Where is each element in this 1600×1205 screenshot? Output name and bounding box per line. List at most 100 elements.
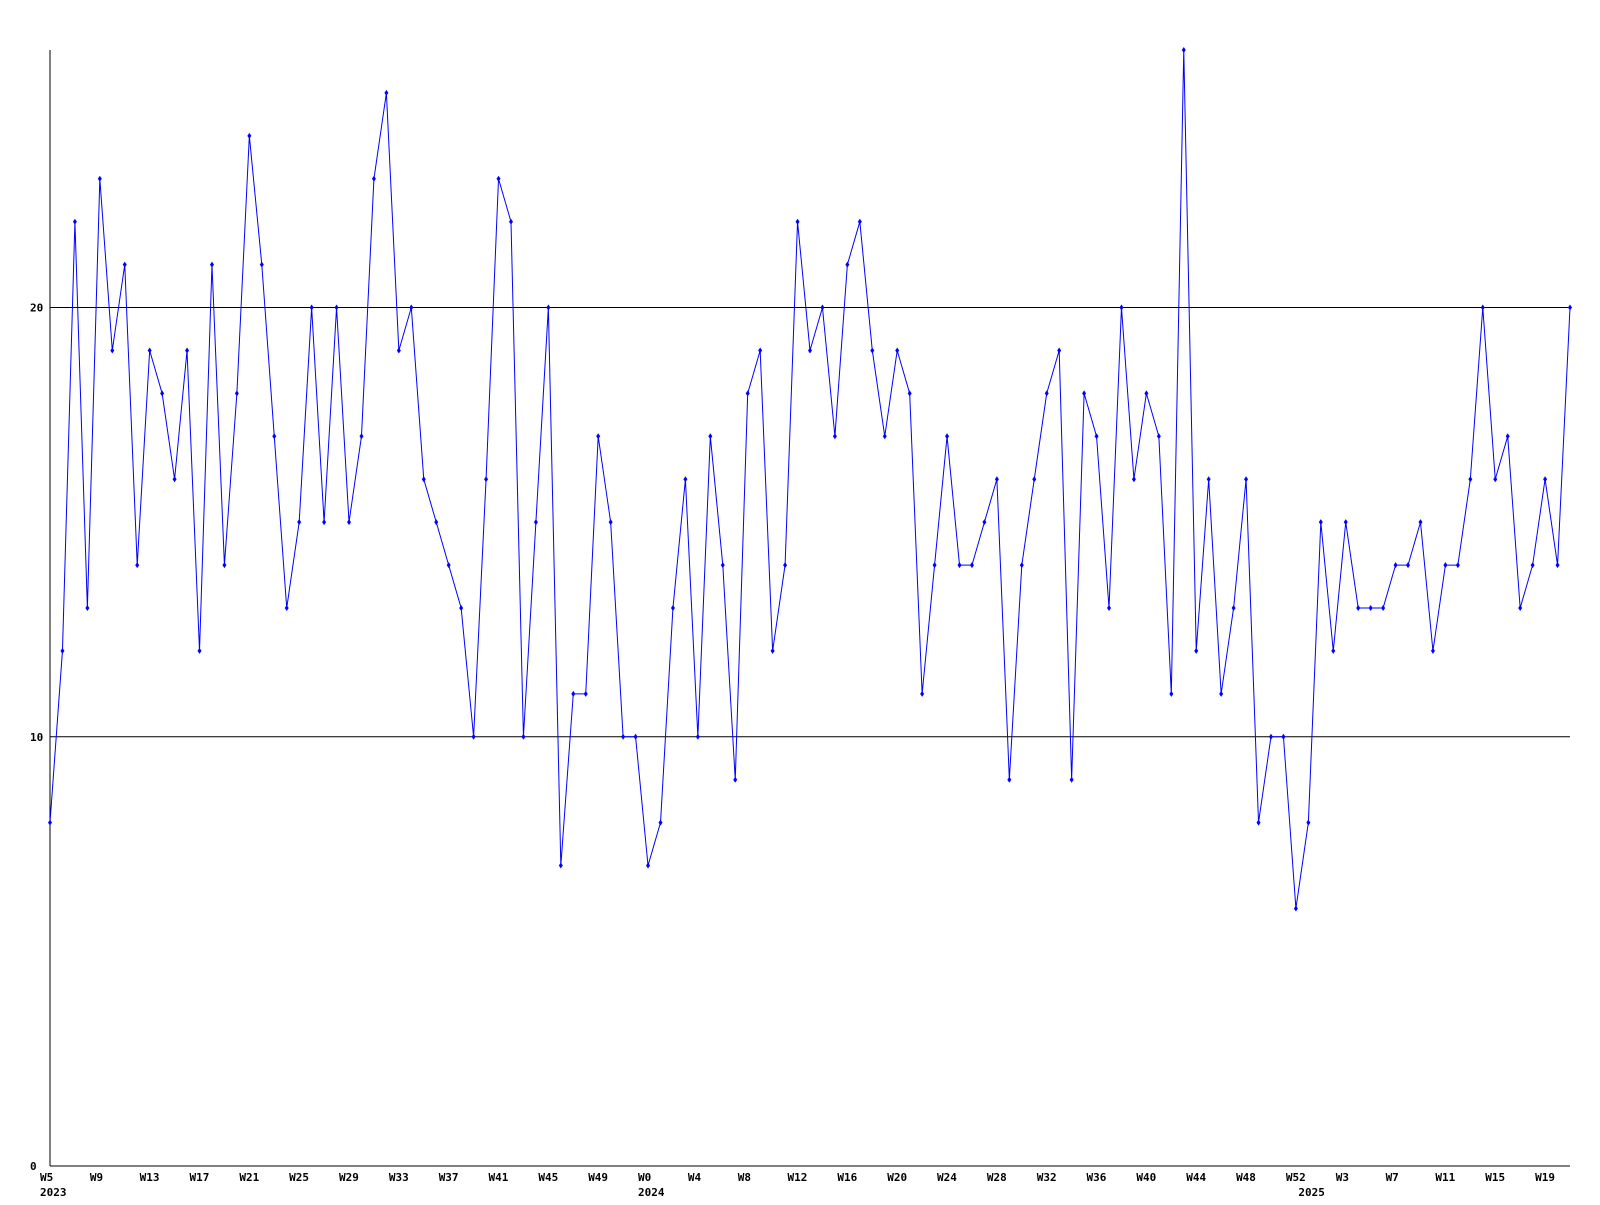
point bbox=[396, 347, 401, 354]
point bbox=[471, 733, 476, 740]
point bbox=[1418, 519, 1423, 526]
point bbox=[1119, 304, 1124, 311]
point bbox=[1455, 562, 1460, 569]
point bbox=[808, 347, 812, 354]
point bbox=[820, 304, 825, 311]
point bbox=[708, 433, 713, 440]
point bbox=[882, 433, 887, 440]
x-tick-label: W15 bbox=[1485, 1171, 1505, 1184]
point bbox=[870, 347, 875, 354]
point bbox=[1206, 476, 1211, 483]
point bbox=[1468, 476, 1473, 483]
point bbox=[334, 304, 339, 311]
x-tick-label: W12 bbox=[788, 1171, 808, 1184]
x-tick-label: W49 bbox=[588, 1171, 608, 1184]
point bbox=[670, 605, 675, 611]
point bbox=[1156, 433, 1161, 440]
point bbox=[994, 476, 999, 483]
point bbox=[845, 261, 850, 268]
point bbox=[733, 776, 738, 783]
point bbox=[1368, 605, 1373, 611]
x-tick-label: W17 bbox=[190, 1171, 210, 1184]
point bbox=[907, 390, 912, 397]
point bbox=[209, 261, 214, 268]
point bbox=[745, 390, 750, 397]
x-tick-label: W52 bbox=[1286, 1171, 1306, 1184]
point bbox=[1044, 390, 1049, 397]
point bbox=[1543, 476, 1548, 483]
x-tick-label: W3 bbox=[1336, 1171, 1349, 1184]
x-tick-label: W36 bbox=[1087, 1171, 1107, 1184]
point bbox=[1007, 776, 1012, 783]
point bbox=[347, 519, 352, 526]
x-tick-label: W48 bbox=[1236, 1171, 1256, 1184]
y-tick-label: 0 bbox=[30, 1160, 37, 1173]
point bbox=[110, 347, 115, 354]
point bbox=[1530, 562, 1535, 569]
point bbox=[197, 647, 202, 654]
point bbox=[459, 605, 464, 611]
point bbox=[1518, 605, 1523, 611]
point bbox=[1493, 476, 1498, 483]
x-year-label: 2025 bbox=[1298, 1186, 1325, 1199]
point bbox=[60, 647, 65, 654]
point bbox=[857, 218, 862, 225]
point bbox=[297, 519, 302, 526]
point bbox=[608, 519, 613, 526]
x-tick-label: W32 bbox=[1037, 1171, 1057, 1184]
point bbox=[259, 261, 264, 268]
x-tick-label: W37 bbox=[439, 1171, 459, 1184]
y-tick-label: 10 bbox=[30, 731, 43, 744]
line bbox=[49, 49, 1571, 909]
x-tick-label: W24 bbox=[937, 1171, 957, 1184]
point bbox=[1082, 390, 1087, 397]
point bbox=[446, 562, 451, 569]
point bbox=[1131, 476, 1136, 483]
point bbox=[185, 347, 190, 354]
point bbox=[1244, 476, 1249, 483]
point bbox=[1293, 905, 1298, 912]
x-tick-label: W9 bbox=[90, 1171, 103, 1184]
point bbox=[695, 733, 700, 740]
x-tick-label: W29 bbox=[339, 1171, 359, 1184]
point bbox=[1019, 562, 1024, 569]
point bbox=[982, 519, 987, 526]
point bbox=[533, 519, 538, 526]
point bbox=[48, 819, 52, 826]
point bbox=[957, 562, 962, 569]
point bbox=[658, 819, 663, 826]
point bbox=[272, 433, 277, 440]
point bbox=[758, 347, 763, 354]
point bbox=[1194, 647, 1199, 654]
point bbox=[1181, 47, 1186, 53]
point bbox=[222, 562, 227, 569]
point bbox=[247, 132, 252, 139]
x-tick-label: W8 bbox=[738, 1171, 751, 1184]
point bbox=[1568, 304, 1572, 311]
point bbox=[1144, 390, 1149, 397]
point bbox=[583, 690, 588, 697]
x-tick-label: W19 bbox=[1535, 1171, 1555, 1184]
point bbox=[1555, 562, 1560, 569]
point bbox=[1318, 519, 1323, 526]
point bbox=[633, 733, 638, 740]
point bbox=[969, 562, 974, 569]
point bbox=[496, 175, 501, 182]
x-tick-label: W13 bbox=[140, 1171, 160, 1184]
x-tick-label: W4 bbox=[688, 1171, 702, 1184]
point bbox=[1393, 562, 1398, 569]
point bbox=[1268, 733, 1273, 740]
point bbox=[1430, 647, 1435, 654]
x-tick-label: W21 bbox=[239, 1171, 259, 1184]
point bbox=[359, 433, 364, 440]
point bbox=[72, 218, 77, 225]
point bbox=[932, 562, 937, 569]
point bbox=[434, 519, 439, 526]
point bbox=[546, 304, 551, 311]
point bbox=[1032, 476, 1037, 483]
point bbox=[1219, 690, 1224, 697]
x-tick-label: W40 bbox=[1136, 1171, 1156, 1184]
point bbox=[795, 218, 800, 225]
point bbox=[1281, 733, 1286, 740]
point bbox=[895, 347, 900, 354]
